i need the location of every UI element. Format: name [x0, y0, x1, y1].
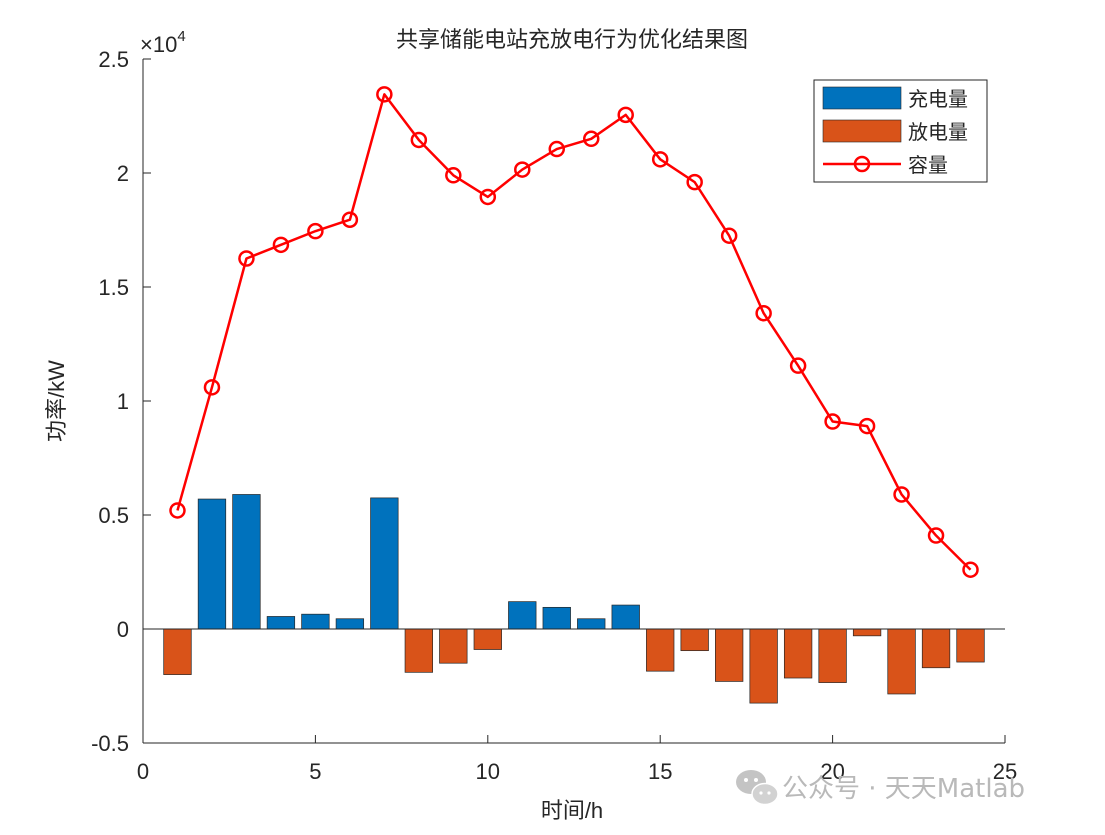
- y-tick-label: 0.5: [98, 503, 129, 528]
- discharge-bar-24: [956, 628, 985, 663]
- y-tick-label: -0.5: [91, 731, 129, 756]
- legend-label-discharge: 放电量: [908, 120, 968, 144]
- x-tick-label: 15: [648, 759, 672, 784]
- charge-bar-3: [232, 494, 261, 630]
- capacity-point-9: [445, 167, 462, 184]
- capacity-point-11: [514, 161, 531, 178]
- discharge-bar-15: [646, 628, 675, 672]
- charge-bar-5: [301, 613, 330, 630]
- capacity-point-17: [720, 227, 738, 244]
- capacity-point-19: [789, 357, 807, 374]
- discharge-bar-22: [887, 628, 916, 695]
- y-tick-label: 2.5: [98, 47, 129, 72]
- capacity-point-22: [893, 486, 910, 503]
- legend-swatch-charge: [822, 86, 902, 110]
- capacity-point-5: [307, 222, 324, 240]
- axes: 0 5 10 15 20 25 -0.5 0 0.5 1 1.5 2 2.5: [91, 47, 1017, 784]
- charge-bar-4: [266, 616, 296, 630]
- discharge-bar-21: [852, 628, 882, 637]
- capacity-point-6: [341, 211, 359, 228]
- discharge-bar-17: [715, 628, 744, 682]
- legend-label-charge: 充电量: [908, 87, 968, 111]
- charge-bar-6: [335, 618, 365, 630]
- x-tick-label: 5: [309, 759, 321, 784]
- capacity-point-4: [272, 236, 290, 254]
- capacity-point-2: [203, 379, 221, 396]
- watermark-text: 公众号 · 天天Matlab: [782, 774, 1025, 804]
- capacity-point-24: [962, 561, 979, 578]
- capacity-point-21: [858, 417, 876, 435]
- y-multiplier-label: ×104: [140, 28, 186, 57]
- x-tick-label: 20: [820, 759, 844, 784]
- legend-swatch-discharge: [822, 119, 902, 143]
- legend-label-capacity: 容量: [908, 153, 948, 177]
- x-tick-label: 10: [476, 759, 500, 784]
- legend-marker-capacity: [853, 155, 871, 173]
- capacity-point-20: [824, 413, 841, 430]
- discharge-bar-20: [818, 628, 847, 683]
- plot-area: [143, 86, 1005, 704]
- capacity-point-23: [927, 527, 945, 544]
- y-axis-label: 功率/kW: [44, 360, 69, 442]
- y-tick-label: 2: [117, 161, 129, 186]
- y-multiplier-base: ×10: [140, 32, 177, 57]
- watermark: 公众号 · 天天Matlab: [736, 770, 1025, 806]
- x-axis-label: 时间/h: [541, 798, 603, 823]
- capacity-point-10: [479, 188, 497, 206]
- wechat-icon: [736, 770, 779, 806]
- capacity-point-7: [376, 86, 393, 103]
- discharge-bar-1: [163, 628, 192, 675]
- y-multiplier-exponent: 4: [177, 28, 185, 45]
- chart-title: 共享储能电站充放电行为优化结果图: [396, 28, 748, 53]
- discharge-bar-9: [439, 628, 468, 664]
- charge-bar-11: [508, 601, 537, 630]
- svg-text:×104: ×104: [140, 28, 186, 57]
- capacity-point-8: [410, 131, 428, 149]
- capacity-point-16: [686, 173, 703, 191]
- discharge-bar-8: [404, 628, 433, 673]
- x-tick-label: 25: [993, 759, 1017, 784]
- capacity-point-14: [617, 106, 634, 124]
- y-tick-label: 1.5: [98, 275, 129, 300]
- capacity-point-12: [548, 140, 566, 158]
- discharge-bar-19: [783, 628, 813, 679]
- discharge-bar-18: [749, 628, 778, 704]
- capacity-point-1: [169, 502, 186, 519]
- charge-bar-13: [577, 618, 606, 630]
- y-tick-label: 1: [117, 389, 129, 414]
- charge-bar-7: [370, 497, 399, 630]
- discharge-bar-10: [473, 628, 502, 650]
- x-tick-label: 0: [137, 759, 149, 784]
- charge-bar-14: [611, 604, 640, 630]
- y-tick-label: 0: [117, 617, 129, 642]
- discharge-bar-16: [680, 628, 709, 652]
- legend: 充电量 放电量 容量: [813, 79, 988, 183]
- capacity-point-15: [651, 151, 669, 168]
- capacity-point-18: [755, 304, 772, 322]
- charge-bar-12: [542, 606, 571, 630]
- charge-bar-2: [197, 498, 227, 630]
- discharge-bar-23: [921, 628, 951, 669]
- capacity-point-3: [238, 250, 255, 267]
- capacity-point-13: [582, 130, 600, 148]
